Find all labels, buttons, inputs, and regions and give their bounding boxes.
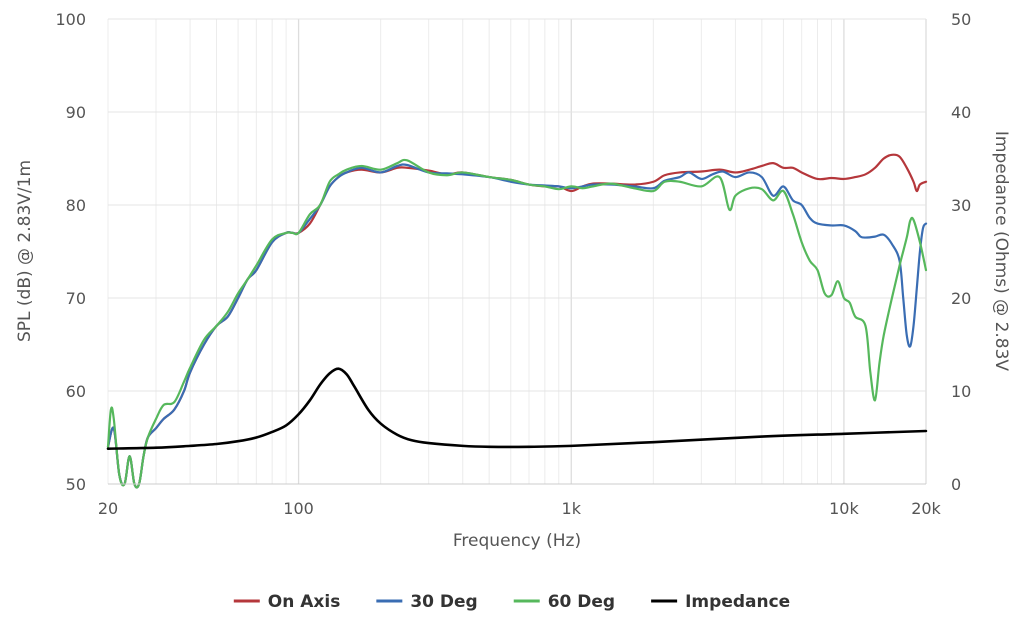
x-tick-label: 1k: [562, 499, 582, 518]
axes: 20 100 1k 10k 20k 50 60 70 80 90 100 0 10 20 30 40 50: [55, 10, 971, 518]
y-left-tick-label: 80: [66, 196, 86, 215]
grid: [107, 18, 927, 485]
y-right-tick-label: 40: [951, 103, 971, 122]
series-lines: [106, 153, 928, 489]
y-right-tick-label: 0: [951, 475, 961, 494]
y-left-tick-label: 100: [55, 10, 86, 29]
series-line-30-deg: [106, 163, 928, 489]
y-axis-left-title: SPL (dB) @ 2.83V/1m: [15, 160, 35, 342]
x-tick-label: 20k: [911, 499, 941, 518]
legend: On Axis 30 Deg 60 Deg Impedance: [233, 592, 790, 612]
y-left-tick-label: 70: [66, 289, 86, 308]
y-axis-right-title: Impedance (Ohms) @ 2.83V: [991, 131, 1011, 372]
x-tick-label: 20: [98, 499, 118, 518]
series-line-impedance: [106, 367, 928, 450]
legend-label: 60 Deg: [548, 592, 615, 612]
y-left-tick-label: 90: [66, 103, 86, 122]
y-right-tick-label: 10: [951, 382, 971, 401]
y-right-tick-label: 50: [951, 10, 971, 29]
x-tick-label: 10k: [829, 499, 859, 518]
series-line-60-deg: [106, 158, 928, 489]
y-left-tick-label: 50: [66, 475, 86, 494]
x-tick-label: 100: [283, 499, 314, 518]
y-right-tick-label: 30: [951, 196, 971, 215]
y-right-tick-label: 20: [951, 289, 971, 308]
legend-label: 30 Deg: [410, 592, 477, 612]
x-axis-title: Frequency (Hz): [453, 531, 581, 551]
legend-label: On Axis: [268, 592, 341, 612]
legend-label: Impedance: [685, 592, 790, 612]
y-left-tick-label: 60: [66, 382, 86, 401]
